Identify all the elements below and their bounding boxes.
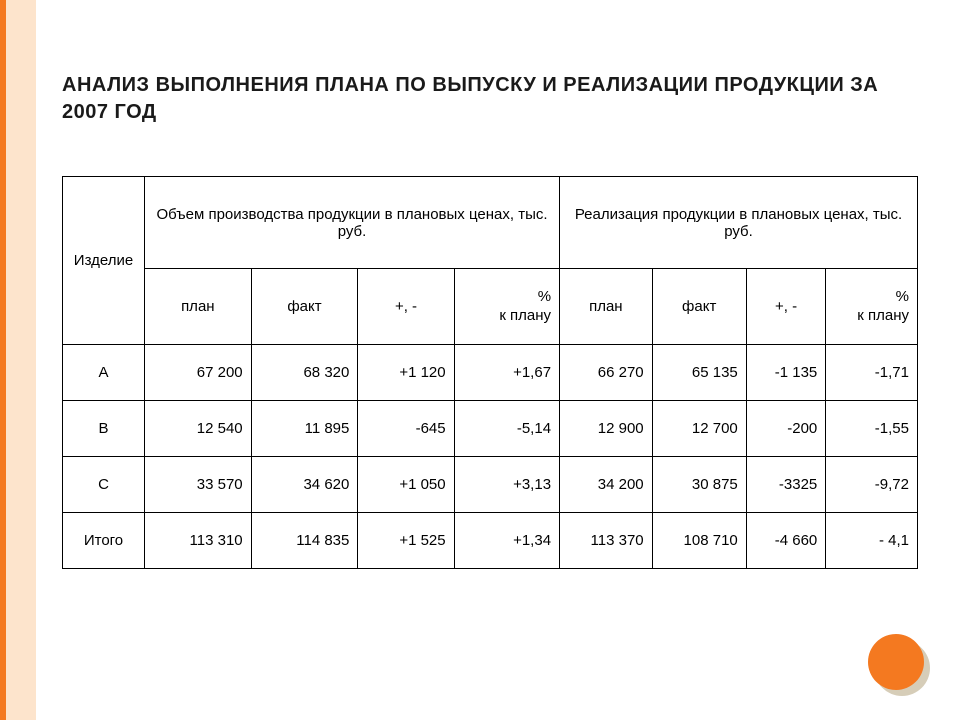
group-header-sales: Реализация продукции в плановых ценах, т… xyxy=(560,177,918,269)
row-label: А xyxy=(63,345,145,401)
table-header-row-1: Изделие Объем производства продукции в п… xyxy=(63,177,918,269)
table-row: А 67 200 68 320 +1 120 +1,67 66 270 65 1… xyxy=(63,345,918,401)
page-title: АНАЛИЗ ВЫПОЛНЕНИЯ ПЛАНА ПО ВЫПУСКУ И РЕА… xyxy=(62,72,918,126)
col-header-label: Изделие xyxy=(63,177,145,345)
sub-header: план xyxy=(560,269,653,345)
group-header-production: Объем производства продукции в плановых … xyxy=(145,177,560,269)
cell: 34 620 xyxy=(251,457,358,513)
cell: 66 270 xyxy=(560,345,653,401)
cell: 113 310 xyxy=(145,513,252,569)
cell: +1 050 xyxy=(358,457,454,513)
table-row-total: Итого 113 310 114 835 +1 525 +1,34 113 3… xyxy=(63,513,918,569)
row-label: Итого xyxy=(63,513,145,569)
cell: -1 135 xyxy=(746,345,826,401)
row-label: В xyxy=(63,401,145,457)
cell: -9,72 xyxy=(826,457,918,513)
cell: 12 540 xyxy=(145,401,252,457)
cell: -4 660 xyxy=(746,513,826,569)
table-row: С 33 570 34 620 +1 050 +3,13 34 200 30 8… xyxy=(63,457,918,513)
cell: 30 875 xyxy=(652,457,746,513)
row-label: С xyxy=(63,457,145,513)
sub-header: +, - xyxy=(358,269,454,345)
cell: -1,71 xyxy=(826,345,918,401)
sub-header: факт xyxy=(652,269,746,345)
cell: 68 320 xyxy=(251,345,358,401)
table-header-row-2: план факт +, - %к плану план факт +, - %… xyxy=(63,269,918,345)
cell: +1,67 xyxy=(454,345,559,401)
cell: 113 370 xyxy=(560,513,653,569)
sub-header: +, - xyxy=(746,269,826,345)
cell: 114 835 xyxy=(251,513,358,569)
table-row: В 12 540 11 895 -645 -5,14 12 900 12 700… xyxy=(63,401,918,457)
cell: -1,55 xyxy=(826,401,918,457)
sub-header: %к плану xyxy=(826,269,918,345)
sub-header: %к плану xyxy=(454,269,559,345)
cell: -5,14 xyxy=(454,401,559,457)
cell: -645 xyxy=(358,401,454,457)
cell: 108 710 xyxy=(652,513,746,569)
cell: -200 xyxy=(746,401,826,457)
accent-stripe-light xyxy=(6,0,36,720)
cell: +3,13 xyxy=(454,457,559,513)
cell: 11 895 xyxy=(251,401,358,457)
cell: 33 570 xyxy=(145,457,252,513)
cell: 12 700 xyxy=(652,401,746,457)
cell: 67 200 xyxy=(145,345,252,401)
slide-content: АНАЛИЗ ВЫПОЛНЕНИЯ ПЛАНА ПО ВЫПУСКУ И РЕА… xyxy=(62,72,918,569)
sub-header: факт xyxy=(251,269,358,345)
cell: 65 135 xyxy=(652,345,746,401)
cell: - 4,1 xyxy=(826,513,918,569)
data-table: Изделие Объем производства продукции в п… xyxy=(62,176,918,569)
cell: 34 200 xyxy=(560,457,653,513)
cell: -3325 xyxy=(746,457,826,513)
cell: 12 900 xyxy=(560,401,653,457)
cell: +1 525 xyxy=(358,513,454,569)
cell: +1,34 xyxy=(454,513,559,569)
sub-header: план xyxy=(145,269,252,345)
decorative-circle xyxy=(868,634,924,690)
cell: +1 120 xyxy=(358,345,454,401)
